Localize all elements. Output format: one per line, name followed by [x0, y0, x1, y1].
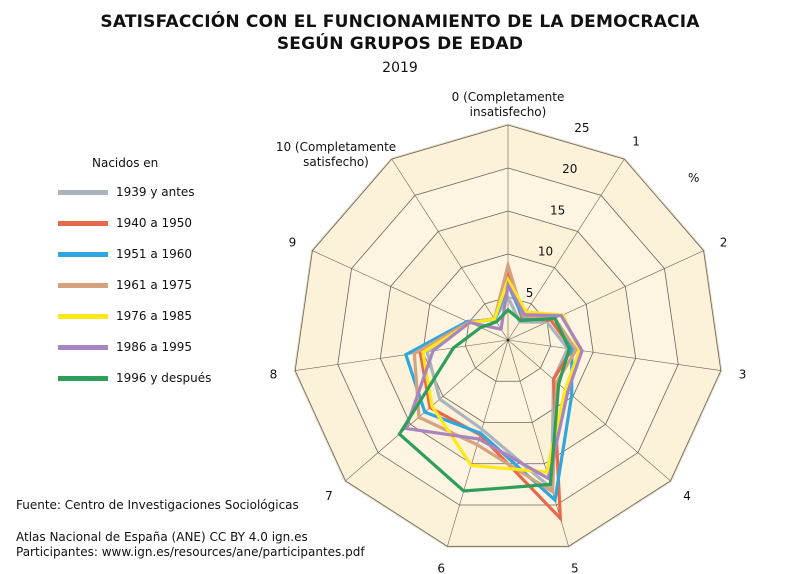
legend-swatch: [58, 375, 108, 381]
axis-spoke: [345, 339, 509, 482]
legend-swatch: [58, 313, 108, 319]
legend-label: 1996 y después: [116, 371, 212, 385]
legend-swatch: [58, 220, 108, 226]
legend-item: 1986 a 1995: [58, 340, 192, 354]
legend-label: 1939 y antes: [116, 185, 195, 199]
axis-label-1: 1: [632, 135, 640, 149]
radial-tick-label: 15: [550, 203, 565, 217]
legend-label: 1951 a 1960: [116, 247, 193, 261]
axis-label: 10 (Completamente: [276, 140, 396, 154]
chart-title-line2: SEGÚN GRUPOS DE EDAD: [276, 34, 524, 54]
axis-label-6: 6: [437, 561, 445, 574]
axis-label-5: 5: [571, 561, 579, 574]
radial-tick-label: 25: [574, 121, 589, 135]
radial-tick-label: 20: [562, 162, 577, 176]
legend-item: 1976 a 1985: [58, 309, 192, 323]
axis-spoke: [295, 339, 509, 371]
axis-label-7: 7: [325, 489, 333, 503]
legend-label: 1961 a 1975: [116, 278, 193, 292]
chart-title-line1: SATISFACCIÓN CON EL FUNCIONAMIENTO DE LA…: [100, 12, 700, 32]
axis-label: satisfecho): [303, 155, 369, 169]
participants-note: Participantes: www.ign.es/resources/ane/…: [16, 545, 365, 559]
axis-label-2: 2: [720, 236, 728, 250]
credit-note: Atlas Nacional de España (ANE) CC BY 4.0…: [16, 530, 308, 544]
radial-tick-label: 10: [538, 245, 553, 259]
axis-spoke: [507, 339, 721, 371]
legend-title: Nacidos en: [92, 156, 159, 170]
center-dot: [506, 338, 510, 342]
axis-spoke: [447, 339, 509, 547]
chart-subtitle: 2019: [382, 60, 418, 76]
axis-spoke: [507, 158, 625, 341]
legend-item: 1940 a 1950: [58, 216, 192, 230]
radial-tick-label: 5: [526, 286, 534, 300]
axis-label-4: 4: [683, 489, 691, 503]
series-line-6: [397, 307, 571, 493]
legend-item: 1961 a 1975: [58, 278, 192, 292]
legend-label: 1940 a 1950: [116, 216, 193, 230]
legend-item: 1939 y antes: [58, 185, 195, 199]
source-note: Fuente: Centro de Investigaciones Sociol…: [16, 498, 299, 512]
series-line-5: [403, 280, 584, 482]
axis-spoke: [391, 158, 509, 341]
legend-item: 1951 a 1960: [58, 247, 192, 261]
axis-label-9: 9: [289, 236, 297, 250]
axis-spoke: [507, 250, 704, 341]
legend-label: 1986 a 1995: [116, 340, 193, 354]
legend-item: 1996 y después: [58, 371, 211, 385]
legend-label: 1976 a 1985: [116, 309, 193, 323]
axis-label-3: 3: [739, 368, 747, 382]
axis-label-8: 8: [270, 368, 278, 382]
axis-spoke: [507, 339, 671, 482]
legend-swatch: [58, 344, 108, 350]
axis-label: insatisfecho): [470, 105, 547, 119]
legend-swatch: [58, 251, 108, 257]
axis-label: 0 (Completamente: [452, 90, 565, 104]
unit-label: %: [688, 171, 699, 185]
legend-swatch: [58, 282, 108, 288]
legend-swatch: [58, 189, 108, 195]
